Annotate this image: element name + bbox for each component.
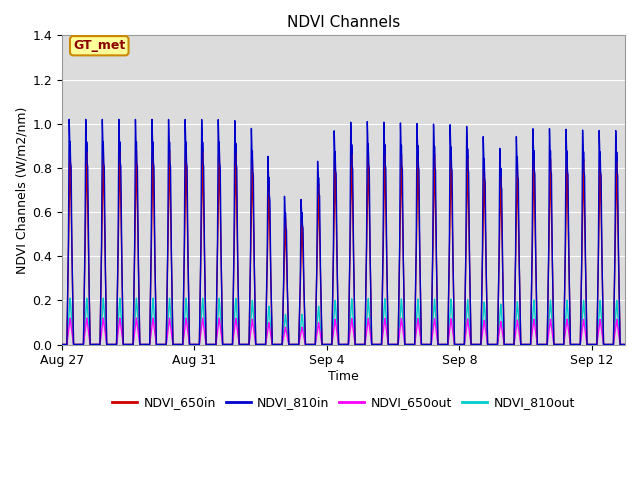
- NDVI_650in: [67, 147, 74, 153]
- NDVI_650out: [122, 342, 130, 348]
- NDVI_650in: [122, 342, 130, 348]
- NDVI_810in: [198, 156, 205, 161]
- NDVI_650out: [502, 342, 510, 348]
- NDVI_810in: [502, 342, 510, 348]
- NDVI_650in: [442, 342, 450, 348]
- NDVI_810out: [58, 342, 66, 348]
- NDVI_810in: [58, 342, 66, 348]
- Line: NDVI_650in: NDVI_650in: [62, 150, 625, 345]
- Legend: NDVI_650in, NDVI_810in, NDVI_650out, NDVI_810out: NDVI_650in, NDVI_810in, NDVI_650out, NDV…: [107, 391, 580, 414]
- NDVI_650out: [58, 342, 66, 348]
- Line: NDVI_810in: NDVI_810in: [62, 120, 625, 345]
- Text: GT_met: GT_met: [73, 39, 125, 52]
- NDVI_810out: [420, 342, 428, 348]
- NDVI_810in: [442, 342, 450, 348]
- NDVI_650out: [381, 316, 388, 322]
- Y-axis label: NDVI Channels (W/m2/nm): NDVI Channels (W/m2/nm): [15, 106, 28, 274]
- Title: NDVI Channels: NDVI Channels: [287, 15, 400, 30]
- NDVI_810out: [67, 295, 74, 301]
- NDVI_810in: [122, 342, 130, 348]
- NDVI_810out: [198, 312, 205, 318]
- NDVI_810in: [65, 117, 73, 122]
- NDVI_650in: [58, 342, 66, 348]
- NDVI_650out: [67, 315, 74, 321]
- NDVI_810out: [621, 342, 629, 348]
- NDVI_650in: [198, 220, 205, 226]
- NDVI_650in: [502, 342, 510, 348]
- NDVI_810out: [502, 342, 510, 348]
- NDVI_650out: [442, 342, 450, 348]
- Line: NDVI_650out: NDVI_650out: [62, 318, 625, 345]
- NDVI_810out: [442, 342, 450, 348]
- NDVI_650out: [621, 342, 629, 348]
- X-axis label: Time: Time: [328, 370, 359, 383]
- NDVI_810out: [122, 342, 130, 348]
- NDVI_810in: [381, 144, 388, 149]
- NDVI_810in: [420, 342, 428, 348]
- NDVI_650in: [420, 342, 428, 348]
- Line: NDVI_810out: NDVI_810out: [62, 298, 625, 345]
- NDVI_650out: [198, 325, 205, 331]
- NDVI_810out: [381, 296, 388, 302]
- NDVI_650in: [381, 152, 388, 157]
- NDVI_810in: [621, 342, 629, 348]
- NDVI_650in: [621, 342, 629, 348]
- NDVI_650out: [420, 342, 428, 348]
